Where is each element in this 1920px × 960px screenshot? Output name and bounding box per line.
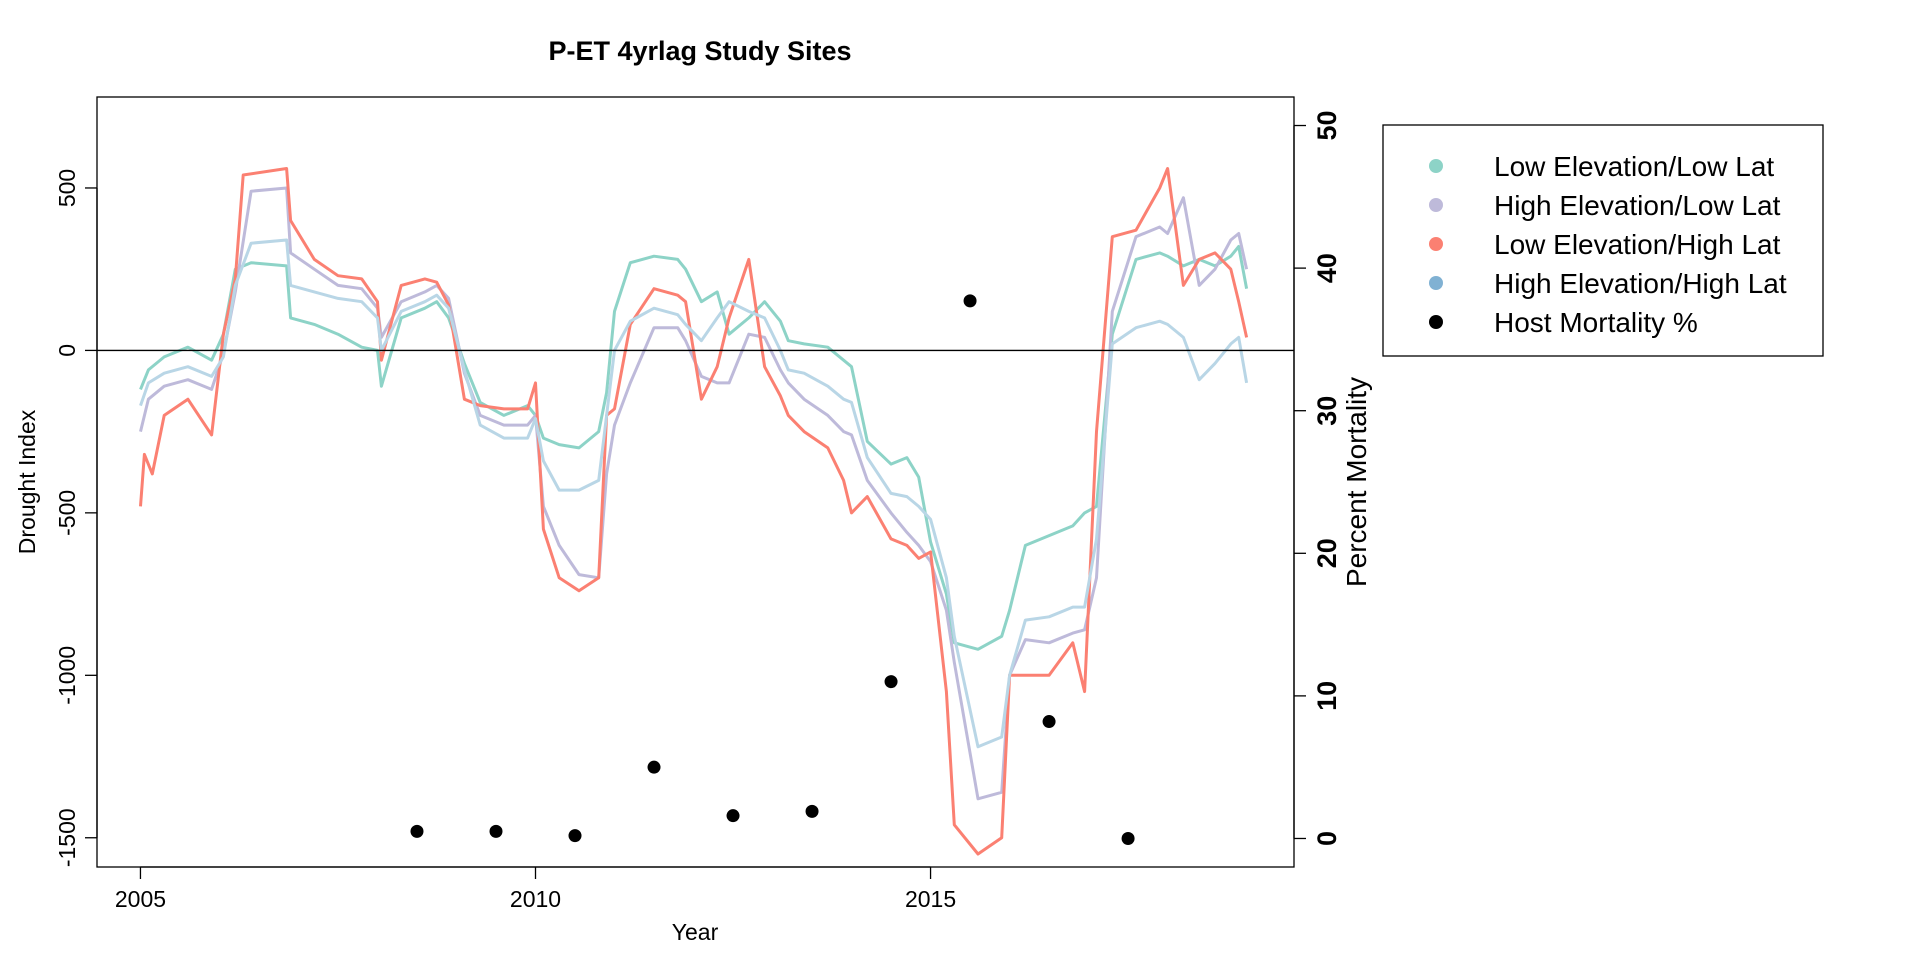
mortality-points-layer bbox=[410, 294, 1135, 845]
mortality-point bbox=[489, 824, 503, 838]
y-right-tick-label: 20 bbox=[1312, 538, 1342, 568]
legend-marker bbox=[1429, 237, 1443, 251]
x-tick-label: 2010 bbox=[510, 886, 561, 912]
mortality-point bbox=[410, 824, 424, 838]
legend-label: Host Mortality % bbox=[1494, 307, 1698, 338]
chart-title: P-ET 4yrlag Study Sites bbox=[548, 36, 851, 66]
series-layer bbox=[139, 167, 1249, 856]
mortality-point bbox=[963, 294, 977, 308]
mortality-point bbox=[647, 760, 661, 774]
y-right-tick-label: 40 bbox=[1312, 253, 1342, 283]
legend-box bbox=[1382, 124, 1824, 357]
mortality-point bbox=[884, 675, 898, 689]
legend-label: High Elevation/High Lat bbox=[1494, 268, 1787, 299]
y-axis-right-label: Percent Mortality bbox=[1341, 377, 1372, 587]
y-right-tick-label: 30 bbox=[1312, 396, 1342, 426]
y-axis-right: 0 10 20 30 40 50 bbox=[1293, 110, 1342, 846]
series-line-3 bbox=[139, 167, 1249, 856]
y-right-tick-label: 50 bbox=[1312, 110, 1342, 140]
x-axis-label: Year bbox=[672, 919, 719, 945]
mortality-point bbox=[805, 804, 819, 818]
mortality-point bbox=[1121, 831, 1135, 845]
legend-label: High Elevation/Low Lat bbox=[1494, 190, 1781, 221]
y-right-tick-label: 10 bbox=[1312, 681, 1342, 711]
y-left-tick-label: 0 bbox=[54, 344, 80, 357]
x-axis: 2005 2010 2015 bbox=[115, 866, 956, 912]
x-tick-label: 2015 bbox=[905, 886, 956, 912]
series-line-4 bbox=[139, 238, 1249, 749]
y-left-tick-label: -1500 bbox=[54, 808, 80, 867]
y-right-tick-label: 0 bbox=[1312, 831, 1342, 846]
mortality-point bbox=[568, 829, 582, 843]
legend-label: Low Elevation/Low Lat bbox=[1494, 151, 1774, 182]
legend-marker bbox=[1429, 198, 1443, 212]
legend-marker bbox=[1429, 315, 1443, 329]
series-line-1 bbox=[139, 245, 1249, 651]
legend: Low Elevation/Low Lat High Elevation/Low … bbox=[1382, 124, 1824, 357]
y-axis-left-label: Drought Index bbox=[14, 409, 40, 554]
legend-label: Low Elevation/High Lat bbox=[1494, 229, 1781, 260]
x-tick-label: 2005 bbox=[115, 886, 166, 912]
mortality-point bbox=[1042, 715, 1056, 729]
mortality-point bbox=[726, 809, 740, 823]
y-left-tick-label: 500 bbox=[54, 169, 80, 207]
legend-marker bbox=[1429, 159, 1443, 173]
y-axis-left: -1500 -1000 -500 0 500 bbox=[54, 169, 98, 867]
plot-frame bbox=[96, 96, 1295, 868]
series-line-2 bbox=[139, 186, 1249, 801]
legend-marker bbox=[1429, 276, 1443, 290]
y-left-tick-label: -500 bbox=[54, 490, 80, 536]
y-left-tick-label: -1000 bbox=[54, 646, 80, 705]
